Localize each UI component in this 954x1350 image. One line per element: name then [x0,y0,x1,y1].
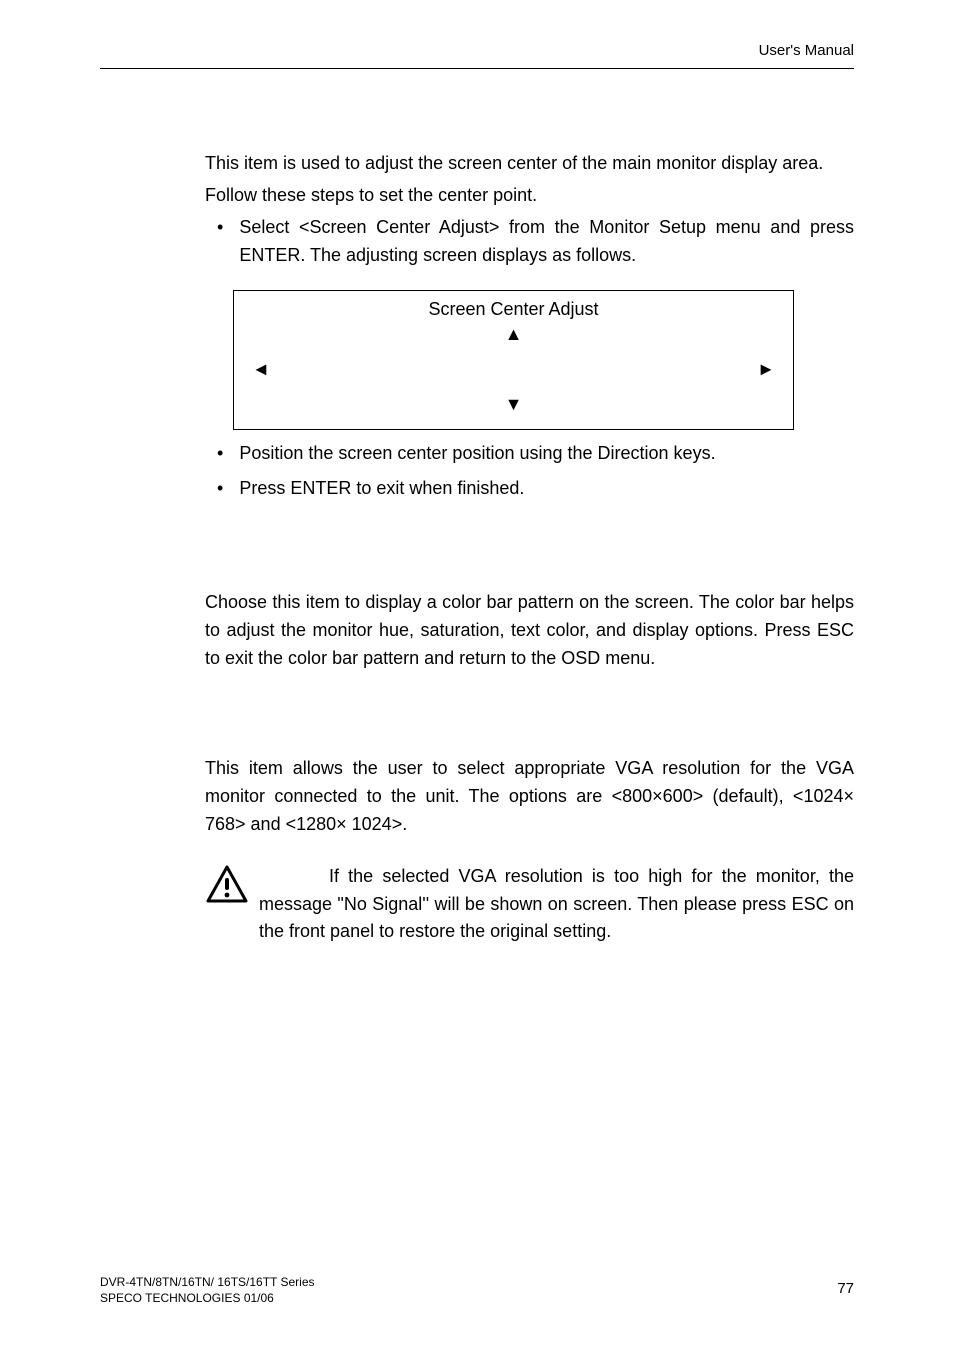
bullet-position: • Position the screen center position us… [205,440,854,468]
vga-paragraph: This item allows the user to select appr… [205,755,854,839]
screen-center-intro-1: This item is used to adjust the screen c… [205,150,854,178]
bullet-text: Position the screen center position usin… [239,440,854,468]
section-spacer [205,511,854,589]
arrow-right-icon: ► [757,359,775,380]
note-block: If the selected VGA resolution is too hi… [205,863,854,947]
arrow-down-icon: ▼ [505,394,523,415]
bullet-dot-icon: • [217,475,223,503]
main-content: This item is used to adjust the screen c… [205,150,854,946]
bullet-select-menu: • Select <Screen Center Adjust> from the… [205,214,854,270]
arrow-up-row: ▲ [248,324,779,345]
bullet-press-enter: • Press ENTER to exit when finished. [205,475,854,503]
diagram-title: Screen Center Adjust [248,299,779,320]
arrow-left-icon: ◄ [252,359,270,380]
arrow-down-row: ▼ [248,394,779,415]
arrow-mid-row: ◄ ► [248,359,779,380]
footer-model: DVR-4TN/8TN/16TN/ 16TS/16TT Series [100,1274,315,1290]
bullet-text: Select <Screen Center Adjust> from the M… [239,214,854,270]
bullet-dot-icon: • [217,440,223,468]
screen-center-diagram: Screen Center Adjust ▲ ◄ ► ▼ [233,290,794,430]
colorbar-paragraph: Choose this item to display a color bar … [205,589,854,673]
header-right: User's Manual [759,42,854,59]
section-spacer [205,677,854,755]
footer-left: DVR-4TN/8TN/16TN/ 16TS/16TT Series SPECO… [100,1274,315,1306]
bullet-dot-icon: • [217,214,223,242]
footer-page-number: 77 [837,1280,854,1297]
header-divider [100,68,854,69]
note-text: If the selected VGA resolution is too hi… [259,863,854,947]
arrow-up-icon: ▲ [505,324,523,345]
bullet-text: Press ENTER to exit when finished. [239,475,854,503]
warning-icon [205,865,249,910]
screen-center-intro-2: Follow these steps to set the center poi… [205,182,854,210]
footer-company: SPECO TECHNOLOGIES 01/06 [100,1290,315,1306]
